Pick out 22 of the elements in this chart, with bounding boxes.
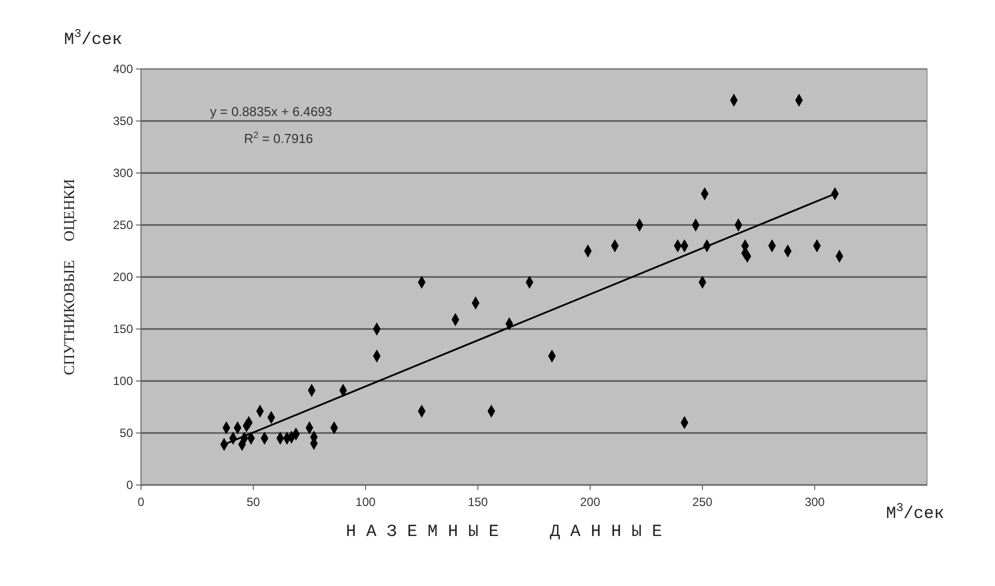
text: М$^{3}$/сек [886, 501, 944, 524]
x-tick-label: 250 [692, 495, 713, 509]
x-tick-label: 200 [580, 495, 600, 509]
text: М$^{3}$/сек [64, 27, 122, 50]
x-tick-label: 300 [804, 495, 826, 509]
y-tick-label: 150 [112, 322, 134, 336]
x-tick-label: 50 [246, 495, 260, 509]
x-tick-label: 100 [356, 495, 376, 509]
y-tick-label: 250 [112, 218, 134, 232]
annotation: R$^{2}$ = 0.7916 [244, 130, 314, 146]
y-tick-label: 300 [112, 166, 134, 180]
annotation: y = 0.8835x + 6.4693 [210, 104, 332, 119]
y-tick-label: 0 [126, 478, 134, 492]
x-tick-label: 0 [138, 495, 145, 509]
y-tick-label: 200 [112, 270, 134, 284]
x-tick-label: 150 [468, 495, 488, 509]
y-tick-label: 350 [112, 114, 134, 128]
x-axis-title: Н А З Е М Н Ы Е Д А Н Н Ы Е [346, 523, 662, 542]
y-tick-label: 50 [120, 426, 134, 440]
y-axis-title: СПУТНИКОВЫЕ ОЦЕНКИ [62, 178, 78, 376]
y-tick-label: 400 [112, 62, 134, 76]
y-tick-label: 100 [112, 374, 134, 388]
